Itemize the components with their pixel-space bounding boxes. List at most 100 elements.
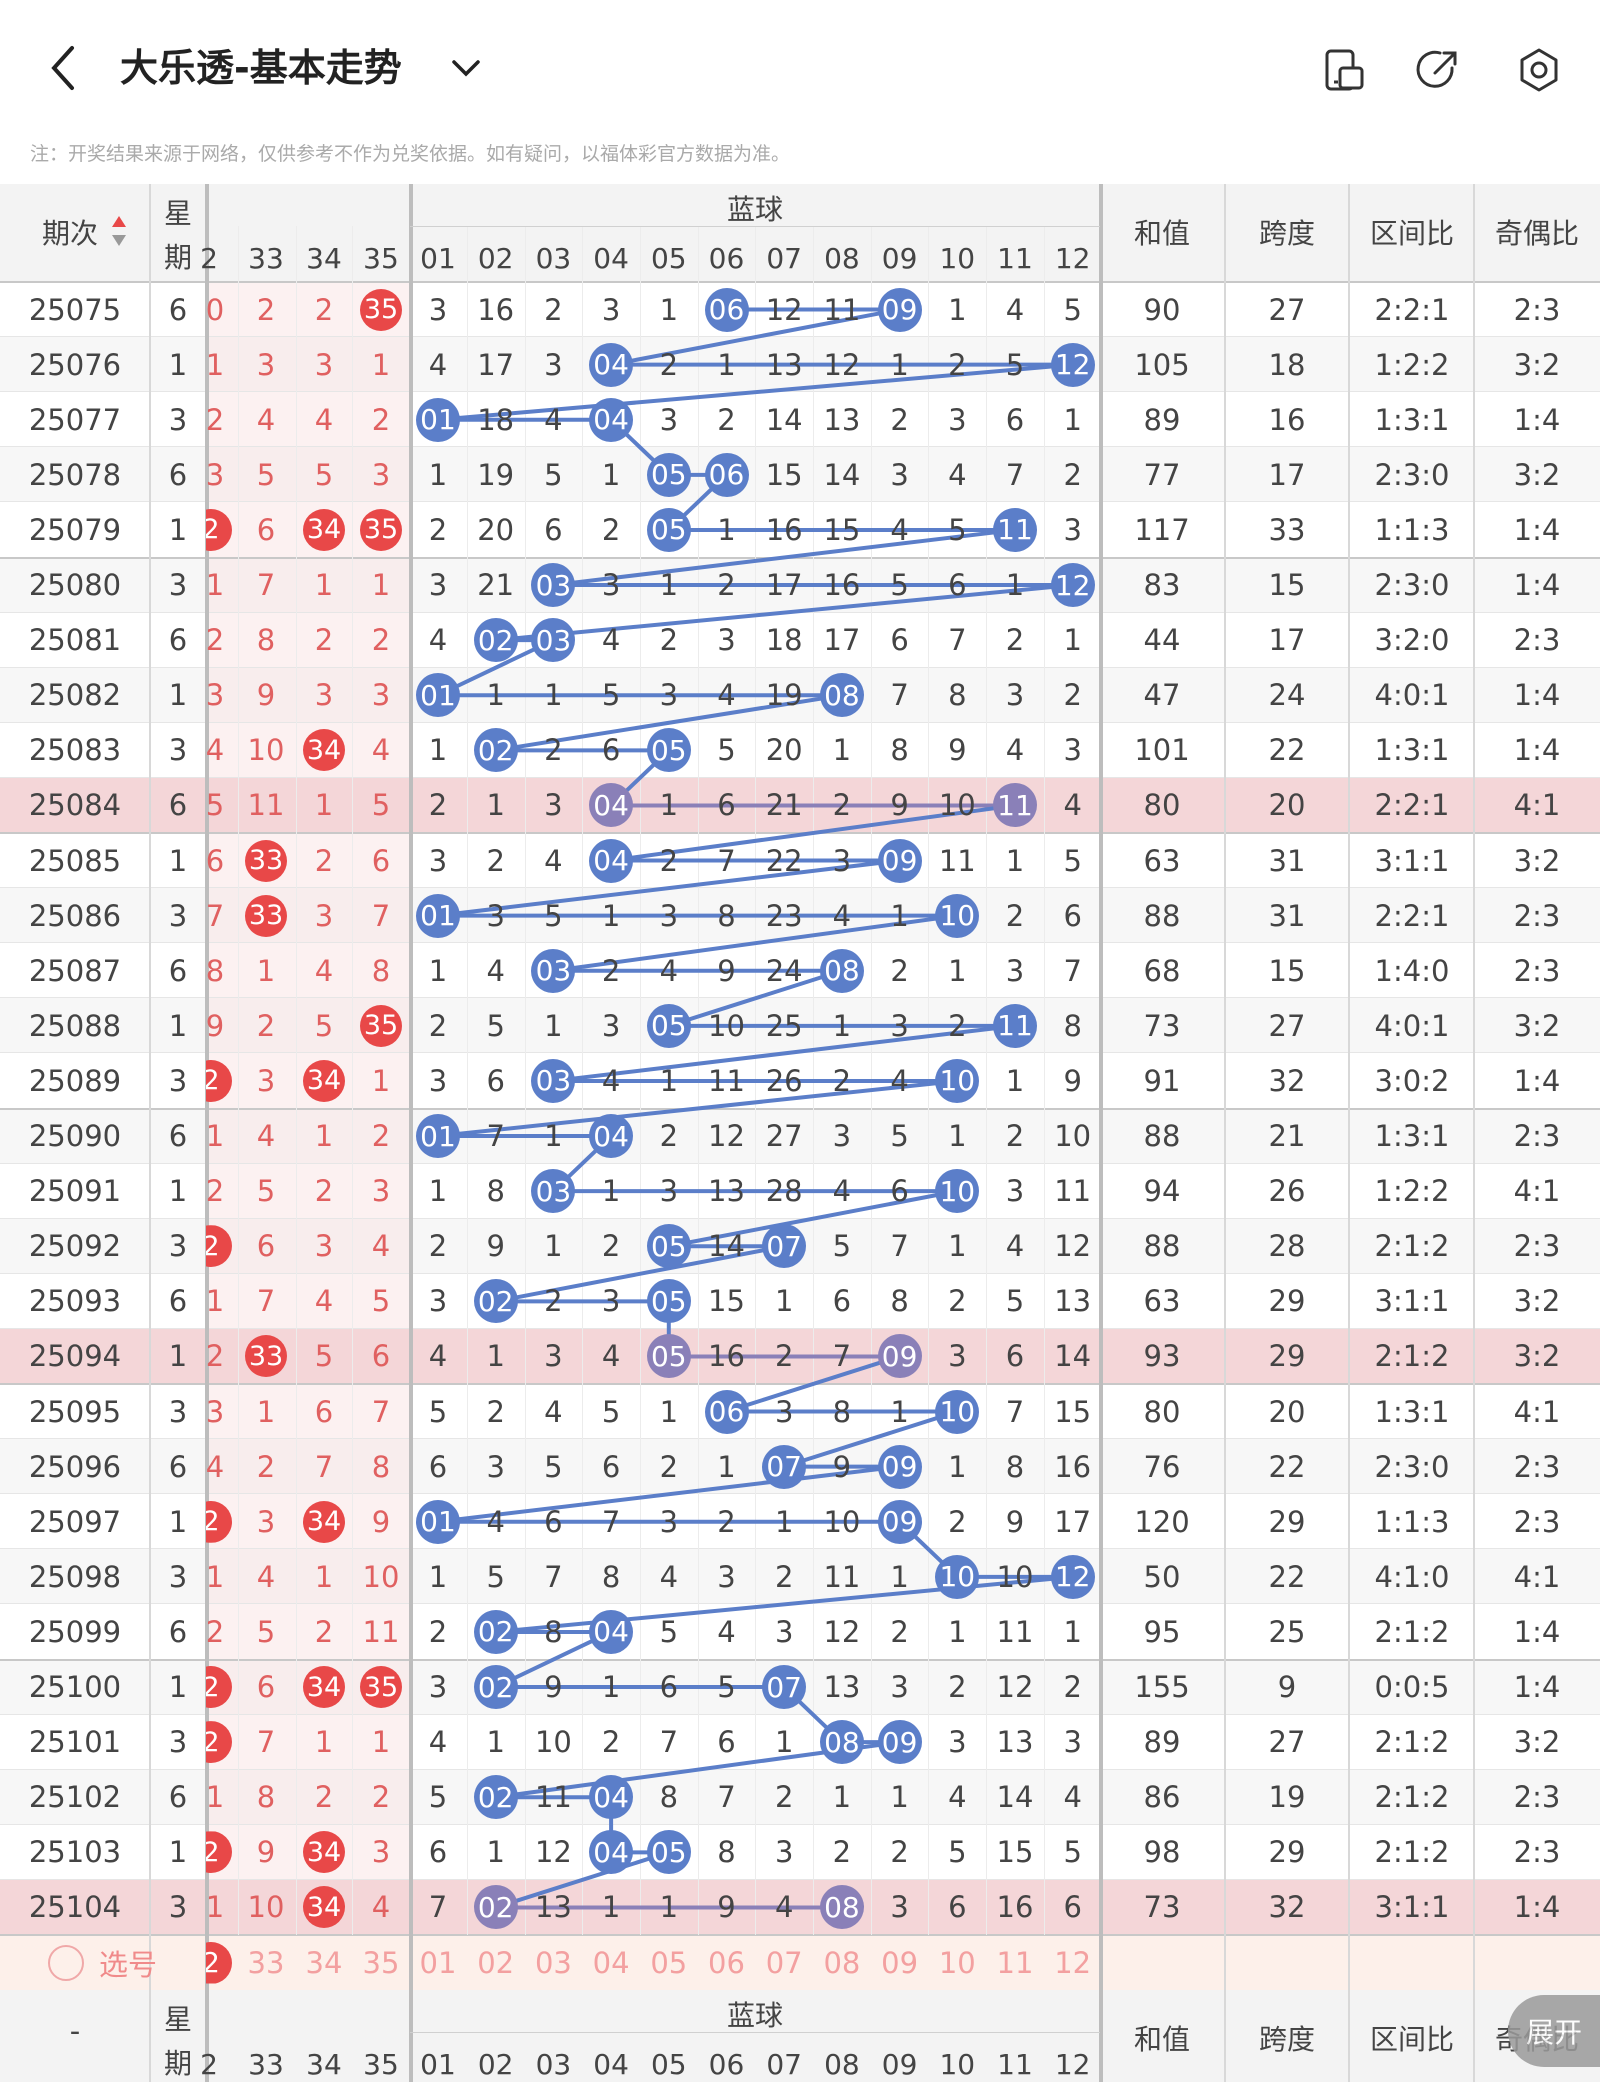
blue-ball: 06	[704, 1389, 749, 1434]
select-blue-number[interactable]: 04	[592, 1945, 630, 1980]
blue-miss-value: 1	[948, 292, 967, 327]
select-blue-number[interactable]: 10	[938, 1945, 976, 1980]
footer-front-col-header: 34	[306, 2047, 342, 2081]
select-blue-number[interactable]: 08	[823, 1945, 861, 1980]
issue-number: 25100	[28, 1670, 122, 1705]
blue-miss-value: 1	[948, 1449, 967, 1484]
blue-miss-value: 5	[544, 457, 563, 492]
blue-ball: 08	[819, 1720, 864, 1765]
blue-miss-value: 2	[948, 1284, 967, 1319]
blue-miss-value: 3	[428, 843, 448, 878]
odd-even-ratio: 1:4	[1513, 568, 1561, 603]
front-col-header: 33	[248, 241, 284, 275]
red-ball: 34	[303, 729, 345, 772]
select-radio[interactable]	[48, 1944, 84, 1981]
footer-blue-col-header: 03	[535, 2047, 572, 2081]
blue-miss-value: 3	[428, 292, 448, 327]
row-divider	[0, 281, 1600, 283]
blue-miss-value: 1	[428, 953, 448, 988]
select-blue-number[interactable]: 11	[996, 1945, 1034, 1980]
odd-even-ratio: 4:1	[1513, 788, 1561, 823]
span-value: 22	[1268, 1559, 1306, 1594]
weekday: 1	[168, 1504, 188, 1539]
sum-value: 105	[1134, 347, 1190, 382]
select-blue-number[interactable]: 03	[534, 1945, 572, 1980]
blue-miss-value: 3	[890, 1890, 909, 1925]
blue-miss-value: 5	[1063, 292, 1082, 327]
front-miss-value: 3	[371, 678, 391, 713]
blue-miss-value: 11	[938, 843, 976, 878]
blue-miss-value: 1	[486, 1835, 505, 1870]
blue-miss-value: 1	[1063, 402, 1082, 437]
odd-even-ratio: 4:1	[1513, 1394, 1561, 1429]
blue-miss-value: 2	[601, 512, 621, 547]
blue-miss-value: 3	[1005, 953, 1025, 988]
zone-ratio: 3:0:2	[1374, 1063, 1450, 1098]
blue-miss-value: 6	[832, 1284, 852, 1319]
weekday: 6	[168, 788, 188, 823]
column-divider	[1224, 184, 1226, 2082]
blue-miss-value: 3	[659, 678, 679, 713]
share-icon[interactable]	[1412, 44, 1464, 96]
front-miss-value: 4	[314, 402, 334, 437]
front-miss-value: 2	[256, 292, 276, 327]
phone-layout-icon[interactable]	[1318, 44, 1370, 96]
select-blue-number[interactable]: 05	[650, 1945, 688, 1980]
blue-miss-value: 21	[765, 788, 803, 823]
blue-miss-value: 5	[428, 1394, 448, 1429]
weekday: 3	[168, 1890, 188, 1925]
blue-miss-value: 1	[832, 1780, 852, 1815]
select-front-number[interactable]: 35	[362, 1945, 400, 1980]
chevron-down-icon[interactable]	[448, 52, 484, 84]
select-front-number[interactable]: 34	[305, 1945, 343, 1980]
blue-miss-value: 9	[486, 1229, 505, 1264]
front-miss-value: 4	[314, 1284, 334, 1319]
blue-miss-value: 1	[544, 1229, 563, 1264]
front-miss-value: 4	[314, 953, 334, 988]
sort-icon[interactable]	[110, 214, 128, 248]
blue-miss-value: 7	[717, 1780, 736, 1815]
blue-miss-value: 7	[948, 623, 967, 658]
blue-miss-value: 9	[1063, 1063, 1082, 1098]
select-blue-number[interactable]: 02	[477, 1945, 515, 1980]
row-divider	[0, 1934, 1600, 1936]
weekday: 3	[168, 1063, 188, 1098]
front-miss-value: 10	[362, 1559, 400, 1594]
sum-value: 93	[1143, 1339, 1181, 1374]
front-zone-bg	[206, 1163, 409, 1219]
select-blue-number[interactable]: 09	[881, 1945, 919, 1980]
blue-ball: 01	[416, 893, 460, 938]
chevron-left-icon[interactable]	[44, 44, 84, 92]
blue-miss-value: 3	[832, 843, 852, 878]
span-value: 32	[1268, 1063, 1306, 1098]
sum-value: 91	[1143, 1063, 1181, 1098]
footer-stat-col-header: 和值	[1133, 2023, 1190, 2057]
blue-miss-value: 5	[486, 1559, 505, 1594]
select-blue-number[interactable]: 06	[708, 1945, 745, 1980]
blue-miss-value: 5	[1005, 1284, 1025, 1319]
front-zone-bg	[206, 943, 409, 999]
blue-ball: 09	[877, 1499, 922, 1544]
span-value: 26	[1268, 1174, 1306, 1209]
settings-icon[interactable]	[1513, 44, 1565, 96]
blue-miss-value: 17	[823, 623, 861, 658]
expand-button[interactable]: 展开	[1508, 1995, 1600, 2067]
zone-ratio: 1:3:1	[1374, 733, 1450, 768]
blue-miss-value: 14	[823, 457, 861, 492]
blue-miss-value: 6	[428, 1449, 448, 1484]
select-blue-number[interactable]: 07	[765, 1945, 803, 1980]
select-blue-number[interactable]: 12	[1054, 1945, 1092, 1980]
blue-col-header: 05	[650, 241, 687, 275]
front-miss-value: 1	[205, 1890, 225, 1925]
sum-value: 63	[1143, 843, 1181, 878]
blue-miss-value: 1	[832, 733, 852, 768]
red-ball: 35	[360, 288, 402, 331]
red-ball: 33	[245, 839, 287, 882]
footer-blue-col-header: 09	[881, 2047, 918, 2081]
select-blue-number[interactable]: 01	[419, 1945, 457, 1980]
blue-miss-value: 5	[890, 1119, 909, 1154]
span-value: 27	[1268, 292, 1306, 327]
front-miss-value: 2	[205, 1339, 225, 1374]
blue-miss-value: 2	[544, 292, 563, 327]
select-front-number[interactable]: 33	[247, 1945, 285, 1980]
